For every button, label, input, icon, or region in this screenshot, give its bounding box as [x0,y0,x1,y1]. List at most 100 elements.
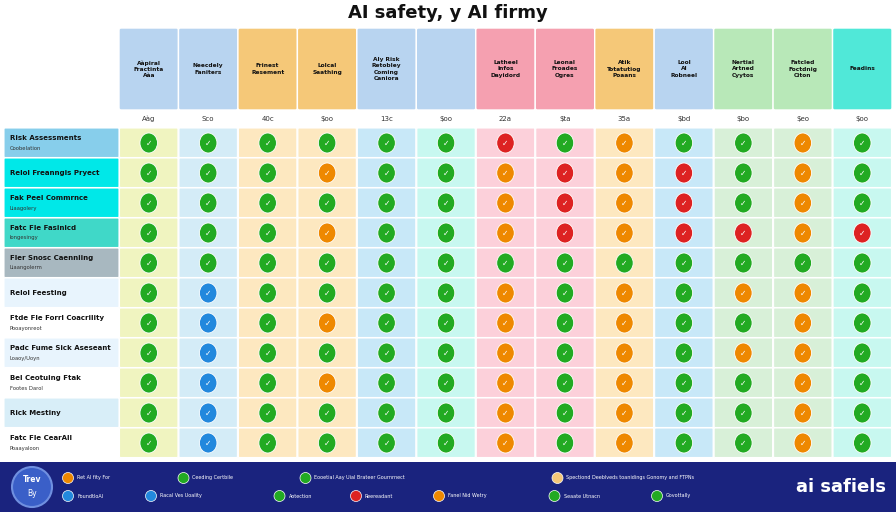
Text: ✓: ✓ [562,168,568,178]
Text: $oo: $oo [856,116,869,122]
FancyBboxPatch shape [179,188,237,218]
Ellipse shape [259,283,276,303]
Ellipse shape [794,223,812,243]
Ellipse shape [259,193,276,213]
Text: ✓: ✓ [264,409,271,417]
Text: ✓: ✓ [443,259,449,267]
Text: ✓: ✓ [443,349,449,357]
Text: ✓: ✓ [383,378,390,388]
Text: ✓: ✓ [621,288,627,297]
FancyBboxPatch shape [536,368,594,397]
FancyBboxPatch shape [595,28,654,110]
Text: Govottally: Govottally [666,494,691,499]
FancyBboxPatch shape [595,248,654,278]
Text: ✓: ✓ [621,199,627,207]
Text: Reereadant: Reereadant [365,494,393,499]
Circle shape [63,490,73,501]
Text: $bo: $bo [737,116,750,122]
FancyBboxPatch shape [773,128,832,158]
Text: ✓: ✓ [383,409,390,417]
FancyBboxPatch shape [358,368,416,397]
Text: Fatc Fle CearAll: Fatc Fle CearAll [10,435,72,441]
FancyBboxPatch shape [179,278,237,308]
Ellipse shape [318,283,336,303]
Ellipse shape [496,313,514,333]
Text: ✓: ✓ [681,228,687,238]
Ellipse shape [378,343,395,363]
FancyBboxPatch shape [179,338,237,368]
Text: Spectiond Deeblveds toanidings Gonomy and FTPNs: Spectiond Deeblveds toanidings Gonomy an… [566,476,694,480]
Circle shape [651,490,662,501]
FancyBboxPatch shape [536,308,594,337]
Ellipse shape [735,433,752,453]
Ellipse shape [854,313,871,333]
FancyBboxPatch shape [833,188,892,218]
Text: ✓: ✓ [859,318,866,328]
Text: ai safiels: ai safiels [796,478,886,496]
Text: ✓: ✓ [681,349,687,357]
Ellipse shape [318,253,336,273]
Ellipse shape [259,343,276,363]
Text: ✓: ✓ [503,318,509,328]
Text: ✓: ✓ [799,259,806,267]
Text: Rick Mestiny: Rick Mestiny [10,410,61,416]
Circle shape [12,467,52,507]
FancyBboxPatch shape [477,398,535,428]
Text: ✓: ✓ [740,349,746,357]
Circle shape [549,490,560,501]
Ellipse shape [437,163,455,183]
Text: ✓: ✓ [264,438,271,447]
Ellipse shape [675,163,693,183]
Text: ✓: ✓ [383,228,390,238]
Text: ✓: ✓ [443,378,449,388]
Ellipse shape [556,193,573,213]
Ellipse shape [378,313,395,333]
Text: ✓: ✓ [324,349,331,357]
FancyBboxPatch shape [179,128,237,158]
FancyBboxPatch shape [595,218,654,247]
FancyBboxPatch shape [119,188,178,218]
Text: ✓: ✓ [324,199,331,207]
Text: ✓: ✓ [799,288,806,297]
FancyBboxPatch shape [714,308,772,337]
Text: Footes Darol: Footes Darol [10,386,43,391]
FancyBboxPatch shape [477,218,535,247]
FancyBboxPatch shape [119,428,178,458]
Ellipse shape [556,163,573,183]
FancyBboxPatch shape [655,248,713,278]
Ellipse shape [200,373,217,393]
Text: ✓: ✓ [383,288,390,297]
Text: $eo: $eo [797,116,809,122]
Text: ✓: ✓ [799,168,806,178]
FancyBboxPatch shape [417,338,475,368]
Text: Racal Ves Uoality: Racal Ves Uoality [160,494,202,499]
Ellipse shape [437,283,455,303]
Text: ✓: ✓ [324,438,331,447]
Text: ✓: ✓ [383,199,390,207]
FancyBboxPatch shape [358,188,416,218]
Text: ✓: ✓ [383,318,390,328]
Ellipse shape [200,433,217,453]
Text: ✓: ✓ [740,139,746,147]
Text: ✓: ✓ [145,409,152,417]
Text: ✓: ✓ [383,139,390,147]
Text: ✓: ✓ [205,168,211,178]
FancyBboxPatch shape [595,428,654,458]
FancyBboxPatch shape [119,128,178,158]
FancyBboxPatch shape [238,428,297,458]
Text: Latheel
Infos
Dayidord: Latheel Infos Dayidord [490,60,521,78]
FancyBboxPatch shape [297,158,357,187]
FancyBboxPatch shape [595,188,654,218]
Text: ✓: ✓ [264,288,271,297]
FancyBboxPatch shape [773,248,832,278]
Text: ✓: ✓ [799,409,806,417]
Text: ✓: ✓ [799,139,806,147]
Ellipse shape [140,193,158,213]
Ellipse shape [496,193,514,213]
Text: 22a: 22a [499,116,512,122]
Ellipse shape [140,283,158,303]
Ellipse shape [437,313,455,333]
Text: 40c: 40c [262,116,274,122]
Ellipse shape [735,133,752,153]
FancyBboxPatch shape [595,308,654,337]
